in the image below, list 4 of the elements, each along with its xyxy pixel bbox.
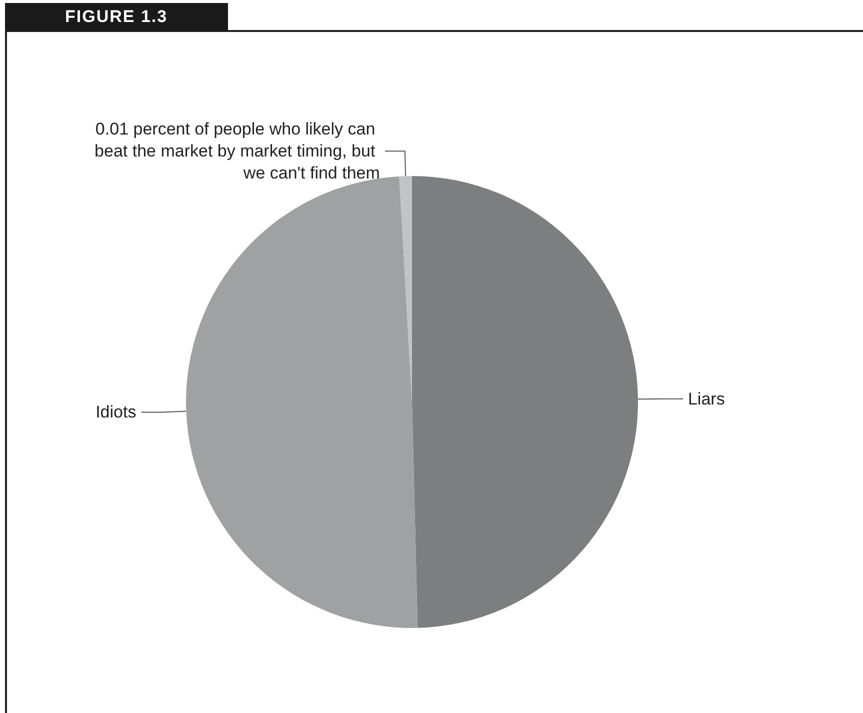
chart-title: FIGURE 1.3	[5, 3, 228, 31]
slice-label: Idiots	[96, 402, 136, 422]
slice-label: 0.01 percent of people who likely can beat the market by market timing, but we can't find them	[94, 120, 380, 183]
slice-label: Liars	[688, 389, 725, 408]
